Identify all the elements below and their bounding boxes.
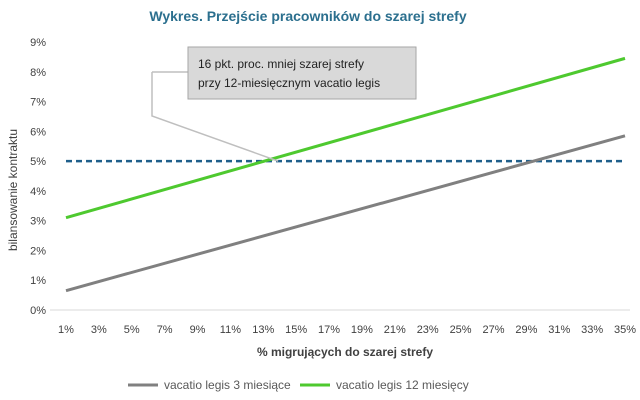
x-tick-label: 7% xyxy=(157,324,173,336)
y-tick-label: 6% xyxy=(30,126,46,138)
x-tick-label: 25% xyxy=(450,324,472,336)
x-tick-label: 33% xyxy=(581,324,603,336)
series-lines xyxy=(65,56,626,293)
x-tick-label: 15% xyxy=(285,324,307,336)
annotation-box xyxy=(187,46,417,100)
y-tick-label: 0% xyxy=(30,305,46,317)
y-tick-label: 9% xyxy=(30,37,46,49)
x-tick-label: 29% xyxy=(515,324,537,336)
y-tick-label: 7% xyxy=(30,97,46,109)
x-tick-label: 11% xyxy=(220,324,241,336)
x-tick-label: 19% xyxy=(351,324,373,336)
legend: vacatio legis 3 miesiące vacatio legis 12… xyxy=(128,378,469,392)
y-axis-label: bilansowanie kontraktu xyxy=(6,129,20,251)
annotation-text-line: przy 12-miesięcznym vacatio legis xyxy=(198,76,380,90)
y-tick-label: 1% xyxy=(30,275,46,287)
x-tick-label: 31% xyxy=(548,324,570,336)
x-tick-label: 1% xyxy=(58,324,74,336)
y-tick-label: 4% xyxy=(30,186,46,198)
x-tick-label: 27% xyxy=(482,324,504,336)
annotation-leader-line xyxy=(151,72,279,162)
chart-title: Wykres. Przejście pracowników do szarej … xyxy=(149,8,466,24)
x-tick-label: 9% xyxy=(190,324,206,336)
series-line-2 xyxy=(65,56,626,220)
x-tick-label: 3% xyxy=(91,324,107,336)
series-line-1 xyxy=(65,134,626,293)
x-tick-label: 35% xyxy=(614,324,636,336)
x-axis-label: % migrujących do szarej strefy xyxy=(257,345,433,359)
x-tick-label: 5% xyxy=(124,324,140,336)
annotation-text-line: 16 pkt. proc. mniej szarej strefy xyxy=(198,57,364,71)
y-tick-label: 2% xyxy=(30,245,46,257)
x-tick-label: 17% xyxy=(318,324,340,336)
x-tick-label: 21% xyxy=(384,324,406,336)
y-tick-label: 3% xyxy=(30,216,46,228)
x-tick-label: 13% xyxy=(252,324,274,336)
y-tick-label: 5% xyxy=(30,156,46,168)
y-tick-labels: 0% 1% 2% 3% 4% 5% 6% 7% 8% 9% xyxy=(30,37,46,317)
x-tick-label: 23% xyxy=(417,324,439,336)
annotation-callout: 16 pkt. proc. mniej szarej strefy przy 12… xyxy=(151,46,417,162)
legend-label-1: vacatio legis 3 miesiące xyxy=(164,378,291,392)
y-tick-label: 8% xyxy=(30,67,46,79)
x-tick-labels: 1% 3% 5% 7% 9% 11% 13% 15% 17% 19% 21% 23% 25% 27% 29%… xyxy=(58,324,636,336)
legend-label-2: vacatio legis 12 miesięcy xyxy=(336,378,469,392)
